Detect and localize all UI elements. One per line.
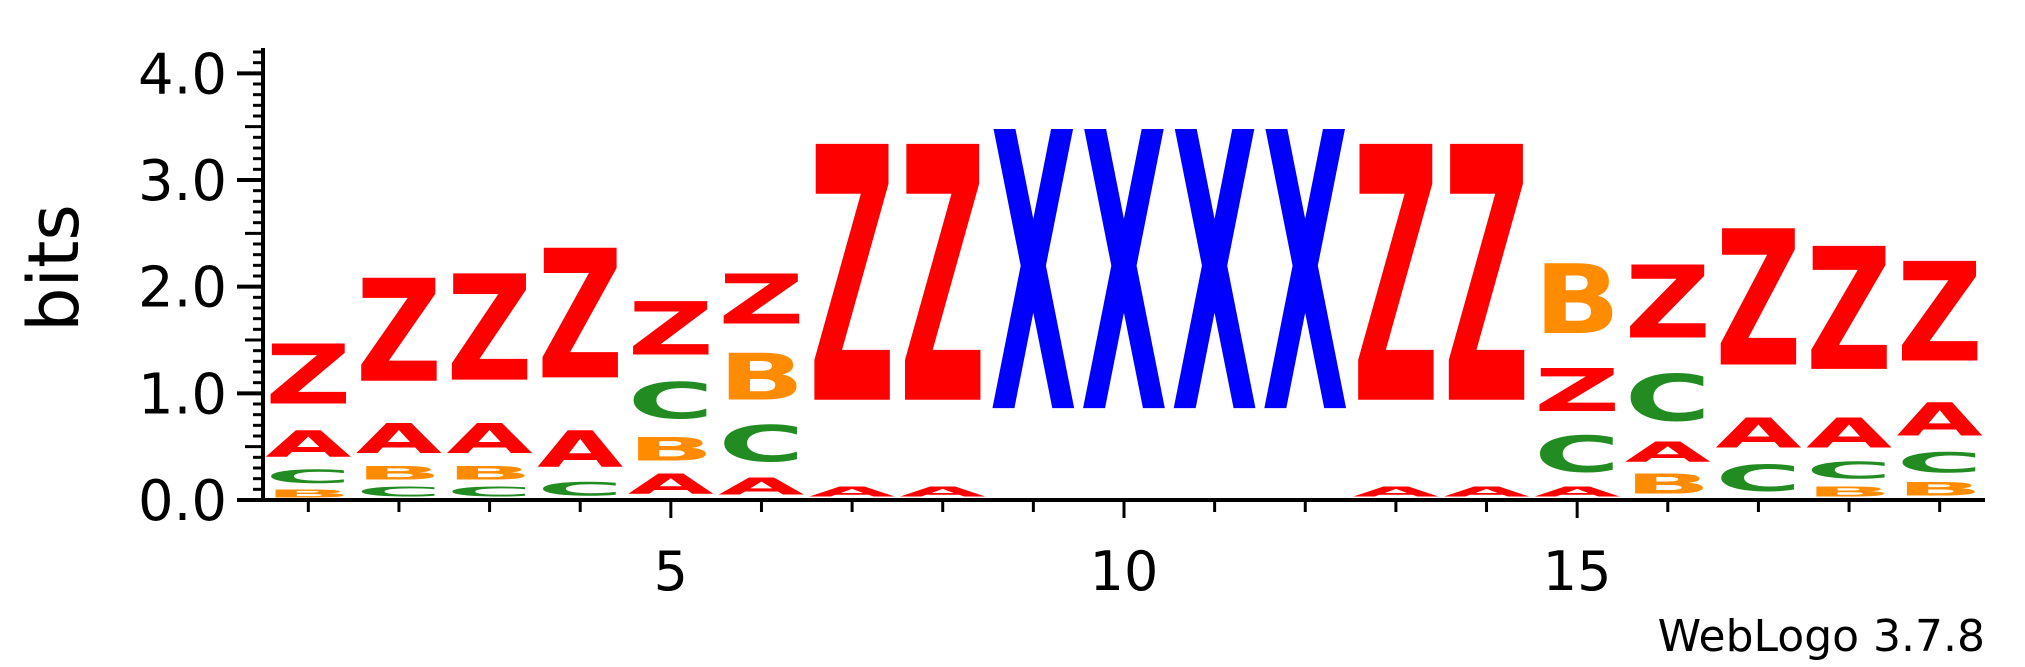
logo-letter: C: [447, 484, 533, 500]
logo-letter: A: [1715, 409, 1801, 457]
y-tick-label: 0.0: [138, 469, 227, 534]
logo-letter: Z: [809, 74, 895, 483]
logo-letter: Z: [356, 250, 442, 415]
logo-letter: B: [718, 340, 804, 414]
x-tick-label: 5: [654, 540, 688, 603]
logo-letter: A: [356, 415, 442, 463]
logo-letter: C: [1534, 426, 1620, 484]
logo-letter: Z: [265, 328, 351, 424]
logo-letter: C: [1715, 458, 1801, 500]
logo-letter: A: [537, 421, 623, 479]
logo-letter: A: [718, 473, 804, 500]
logo-letter: X: [990, 52, 1076, 499]
logo-letter: C: [356, 484, 442, 500]
logo-letter: Z: [1897, 235, 1983, 394]
logo-letter: A: [1353, 484, 1439, 500]
logo-letter: A: [1625, 436, 1712, 468]
logo-letter: B: [628, 431, 714, 468]
y-axis-label: bits: [13, 204, 95, 332]
logo-letter: B: [1625, 468, 1711, 500]
logo-letter: X: [1081, 52, 1167, 499]
logo-letter: A: [1806, 409, 1892, 457]
logo-letter: A: [265, 423, 351, 466]
y-tick-label: 4.0: [138, 42, 227, 107]
logo-letter: A: [900, 484, 986, 500]
logo-letter: B: [1806, 484, 1892, 500]
logo-letter: C: [537, 479, 623, 500]
logo-letter: C: [1897, 447, 1983, 479]
logo-letter: A: [1897, 394, 1983, 447]
logo-letter: A: [447, 415, 533, 463]
logo-letter: X: [1262, 52, 1348, 499]
logo-letter: Z: [1715, 191, 1801, 408]
logo-letter: Z: [900, 74, 986, 483]
logo-letter: Z: [1625, 244, 1711, 361]
logo-letter: Z: [537, 213, 623, 420]
weblogo-credit: WebLogo 3.7.8: [1658, 611, 1985, 662]
y-tick-label: 3.0: [138, 149, 227, 214]
logo-letter: C: [628, 373, 714, 431]
logo-letter: B: [1897, 479, 1983, 500]
logo-letter: B: [447, 463, 533, 484]
logo-letter: X: [1172, 52, 1258, 499]
logo-letter: C: [718, 415, 804, 473]
logo-letter: C: [265, 466, 351, 487]
logo-letter: C: [1806, 457, 1892, 483]
logo-letter: B: [265, 487, 351, 500]
logo-letter: Z: [1534, 357, 1620, 426]
x-tick-label: 15: [1543, 540, 1612, 603]
axes: 0.0 1.0 2.0 3.0 4.0 5 10 15: [138, 42, 1985, 603]
logo-letter: Z: [1806, 214, 1892, 409]
logo-letter: A: [628, 468, 715, 500]
logo-letter: Z: [718, 260, 804, 340]
logo-letter: A: [1443, 484, 1529, 500]
y-tick-label: 1.0: [138, 362, 227, 427]
logo-letter: A: [1534, 484, 1620, 500]
x-tick-label: 10: [1090, 540, 1159, 603]
logo-letter: Z: [447, 246, 533, 415]
y-tick-label: 2.0: [138, 256, 227, 321]
logo-letter: A: [809, 484, 895, 500]
logo-letter: B: [1534, 244, 1620, 356]
logo-letter: Z: [628, 288, 714, 372]
logo-letter: B: [356, 463, 442, 484]
logo-letter: C: [1625, 362, 1711, 436]
logo-letter: Z: [1353, 74, 1439, 483]
logo-letter: Z: [1443, 74, 1529, 483]
